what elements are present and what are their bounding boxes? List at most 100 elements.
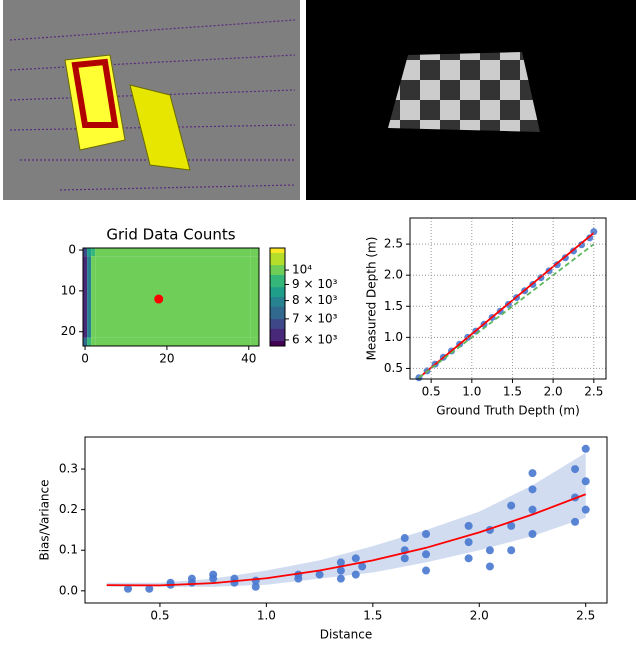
colorbar-step: [270, 319, 285, 322]
data-point: [571, 517, 580, 526]
colorbar-tick-label: 8 × 10³: [292, 293, 338, 307]
colorbar-step: [270, 284, 285, 288]
y-tick-label: 0.5: [384, 361, 403, 375]
colorbar-step: [270, 248, 285, 251]
colorbar-step: [270, 292, 285, 296]
data-point: [581, 505, 590, 514]
data-point: [586, 234, 594, 242]
data-point: [351, 570, 360, 579]
heatmap-cell: [83, 337, 88, 346]
heatmap-cell: [87, 337, 92, 346]
heatmap-cell: [87, 248, 92, 257]
colorbar-tick-label: 9 × 10³: [292, 277, 338, 291]
data-point: [422, 566, 431, 575]
y-tick-label: 10: [61, 283, 76, 297]
chart-title: Grid Data Counts: [106, 226, 235, 244]
heatmap-cell: [95, 248, 251, 257]
heatmap-cell: [95, 256, 251, 338]
data-point: [422, 530, 431, 539]
x-tick-label: 0.5: [422, 385, 441, 399]
heatmap-cell: [87, 256, 92, 338]
colorbar-step: [270, 294, 285, 298]
axes-frame: [82, 247, 260, 347]
heatmap-cell: [83, 248, 88, 257]
x-tick-label: 0: [81, 352, 89, 366]
colorbar-step: [270, 336, 285, 340]
data-point: [351, 554, 360, 563]
data-point: [464, 538, 473, 547]
checkerboard: [388, 52, 540, 132]
x-tick-label: 1.5: [503, 385, 522, 399]
data-point: [485, 562, 494, 571]
fit-line: [418, 243, 595, 379]
fit-line: [418, 232, 595, 379]
data-point: [581, 477, 590, 486]
data-point: [528, 505, 537, 514]
data-point: [315, 570, 324, 579]
data-point: [528, 530, 537, 539]
x-tick-label: 2.0: [470, 609, 489, 623]
data-point: [336, 574, 345, 583]
colorbar-step: [270, 260, 285, 264]
x-axis-label: Ground Truth Depth (m): [436, 404, 580, 418]
y-tick-label: 1.5: [384, 299, 403, 313]
colorbar-step: [270, 328, 285, 332]
colorbar-step: [270, 341, 285, 345]
colorbar-step: [270, 299, 285, 303]
data-point: [358, 562, 367, 571]
data-point: [145, 584, 154, 593]
x-tick-label: 1.0: [257, 609, 276, 623]
colorbar-step: [270, 252, 285, 256]
x-tick-label: 2.5: [584, 385, 603, 399]
data-point: [507, 521, 516, 530]
x-tick-label: 2.5: [576, 609, 595, 623]
depth-render: [306, 0, 636, 200]
heatmap-cell: [250, 248, 259, 257]
heatmap-cell: [250, 337, 259, 346]
y-tick-label: 0.1: [59, 543, 78, 557]
colorbar-step: [270, 301, 285, 305]
data-point: [571, 465, 580, 474]
colorbar-step: [270, 316, 285, 320]
data-point: [528, 485, 537, 494]
data-point: [422, 550, 431, 559]
data-point: [251, 582, 260, 591]
colorbar-step: [270, 309, 285, 313]
data-point: [124, 584, 133, 593]
colorbar-step: [270, 272, 285, 276]
colorbar-step: [270, 250, 285, 254]
x-tick-label: 2.0: [544, 385, 563, 399]
data-point: [336, 566, 345, 575]
data-point: [578, 241, 586, 249]
colorbar-step: [270, 255, 285, 259]
colorbar-step: [270, 321, 285, 325]
red-frame: [71, 58, 119, 128]
marker: [154, 294, 164, 304]
x-axis-label: Distance: [320, 628, 372, 642]
colorbar-tick-label: 7 × 10³: [292, 311, 338, 325]
y-tick-label: 0.3: [59, 462, 78, 476]
data-point: [187, 574, 196, 583]
colorbar-step: [270, 338, 285, 342]
data-point: [485, 546, 494, 555]
axes-frame: [409, 217, 607, 380]
data-point: [400, 554, 409, 563]
y-tick-label: 0.2: [59, 502, 78, 516]
yellow-block: [129, 84, 191, 171]
x-tick-label: 0.5: [150, 609, 169, 623]
x-tick-label: 1.0: [462, 385, 481, 399]
confidence-band: [106, 452, 586, 587]
colorbar-step: [270, 274, 285, 278]
data-point: [230, 578, 239, 587]
colorbar-step: [270, 279, 285, 283]
y-tick-label: 0: [68, 243, 76, 257]
colorbar-tick-label: 6 × 10³: [292, 332, 338, 346]
data-point: [400, 534, 409, 543]
fit-line: [106, 493, 587, 587]
heatmap-cell: [250, 256, 259, 338]
x-tick-label: 20: [159, 352, 174, 366]
axes-frame: [84, 436, 608, 604]
data-point: [528, 469, 537, 478]
